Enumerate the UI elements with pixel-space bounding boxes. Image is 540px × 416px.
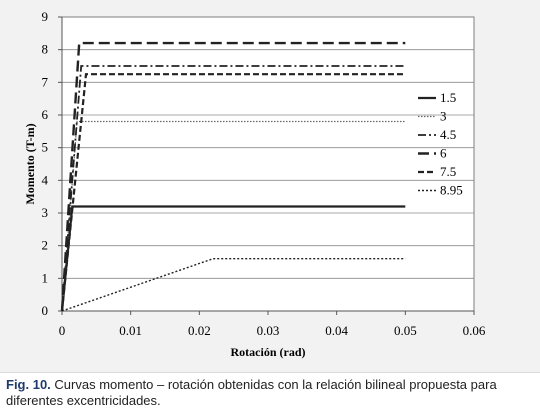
legend-label-5: 7.5 [440,164,456,179]
x-tick-label: 0.05 [394,323,417,338]
legend-label-1: 1.5 [440,90,456,105]
series-line-2 [61,120,406,312]
y-tick-label: 6 [42,107,49,122]
y-tick-label: 4 [42,172,49,187]
y-tick-label: 3 [42,205,49,220]
figure-caption: Fig. 10. Curvas momento – rotación obten… [6,377,536,409]
series-line-6 [61,258,406,312]
y-tick-label: 0 [42,303,49,318]
series-line-4 [60,41,406,312]
x-tick-label: 0.02 [188,323,211,338]
y-tick-label: 5 [42,140,49,155]
caption-text: Curvas momento – rotación obtenidas con … [6,377,497,408]
grid-lines [62,49,474,279]
x-tick-label: 0.03 [257,323,280,338]
x-tick-label: 0.04 [325,323,348,338]
axes [58,16,475,315]
legend: 1.5 3 4.5 6 7.5 8.95 [418,90,463,198]
x-axis-title: Rotación (rad) [231,345,306,359]
plot-area [61,16,475,312]
x-tick-label: 0.01 [119,323,142,338]
y-tick-label: 8 [42,42,49,57]
chart: 0 1 2 3 4 5 6 7 8 9 0 0.01 0.02 0.03 0.04 0.05 0.06 Rot… [23,9,486,359]
y-tick-label: 9 [42,9,49,24]
legend-label-2: 3 [440,109,447,124]
y-axis-title: Momento (T-m) [23,123,37,204]
legend-label-3: 4.5 [440,127,456,142]
y-tick-label: 2 [42,238,49,253]
legend-label-4: 6 [440,146,447,161]
series-lines [60,41,406,312]
series-line-5 [60,73,406,312]
y-tick-labels: 0 1 2 3 4 5 6 7 8 9 [42,9,49,318]
x-tick-labels: 0 0.01 0.02 0.03 0.04 0.05 0.06 [59,323,486,338]
x-tick-label: 0.06 [463,323,486,338]
x-tick-label: 0 [59,323,66,338]
y-tick-label: 1 [42,270,49,285]
legend-label-6: 8.95 [440,183,463,198]
chart-figure: 0 1 2 3 4 5 6 7 8 9 0 0.01 0.02 0.03 0.04 0.05 0.06 Rot… [0,0,540,373]
caption-label: Fig. 10. [6,377,51,392]
y-tick-label: 7 [42,74,49,89]
